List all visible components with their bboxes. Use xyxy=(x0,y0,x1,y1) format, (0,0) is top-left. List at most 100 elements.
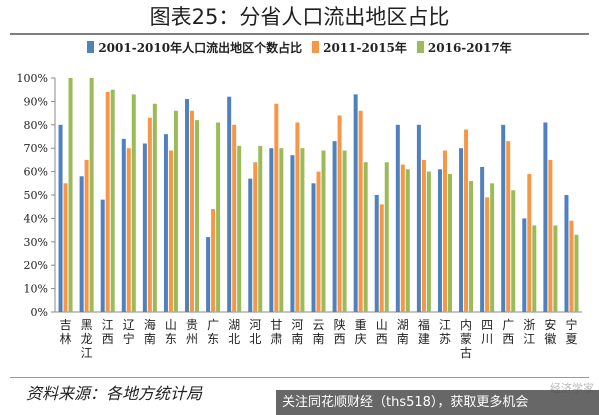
bar-series-1 xyxy=(459,148,464,312)
y-tick-label: 60% xyxy=(24,166,48,179)
bar-series-2 xyxy=(316,171,321,312)
x-category-label: 夏 xyxy=(565,332,577,346)
x-category-label: 陕 xyxy=(334,317,346,332)
bar-series-1 xyxy=(564,195,569,312)
bar-series-1 xyxy=(543,122,548,313)
y-tick-label: 100% xyxy=(17,72,48,85)
x-category-label: 西 xyxy=(102,332,114,346)
x-category-label: 西 xyxy=(334,332,346,346)
x-category-label: 浙 xyxy=(523,318,535,332)
x-category-label: 内 xyxy=(460,318,472,332)
x-category-label: 北 xyxy=(228,332,240,346)
bar-series-1 xyxy=(290,155,295,312)
bar-series-1 xyxy=(311,183,316,312)
x-category-label: 西 xyxy=(376,332,388,346)
x-category-label: 河 xyxy=(291,318,303,332)
bar-series-3 xyxy=(447,173,452,312)
x-category-label: 西 xyxy=(502,332,514,346)
bar-series-3 xyxy=(152,103,157,313)
bar-series-1 xyxy=(79,176,84,312)
bar-series-1 xyxy=(374,195,379,312)
bar-series-2 xyxy=(421,159,426,312)
bar-series-1 xyxy=(227,96,232,312)
x-category-label: 南 xyxy=(312,331,324,346)
x-category-label: 湖 xyxy=(228,317,240,332)
bar-series-1 xyxy=(163,134,168,312)
x-category-label: 黑 xyxy=(81,318,93,332)
bar-series-3 xyxy=(532,225,537,312)
promo-banner[interactable]: 关注同花顺财经（ths518），获取更多机会 xyxy=(276,390,599,415)
x-category-label: 徽 xyxy=(544,331,556,346)
x-category-label: 福 xyxy=(418,317,430,332)
x-category-label: 甘 xyxy=(270,318,282,332)
y-tick-label: 70% xyxy=(24,142,48,155)
bar-series-1 xyxy=(501,124,506,312)
x-category-label: 州 xyxy=(186,332,198,346)
legend-item-series-3: 2016-2017年 xyxy=(416,39,512,56)
y-tick-label: 30% xyxy=(24,236,48,249)
bar-series-3 xyxy=(342,150,347,312)
bar-series-2 xyxy=(485,197,490,312)
bar-series-1 xyxy=(437,169,442,312)
x-category-label: 南 xyxy=(144,331,156,346)
bar-series-3 xyxy=(469,180,474,312)
bar-series-3 xyxy=(405,169,410,312)
x-category-label: 云 xyxy=(312,318,324,332)
bar-series-2 xyxy=(379,204,384,312)
source-note: 资料来源：各地方统计局 xyxy=(26,384,203,403)
bar-series-3 xyxy=(574,234,579,312)
bar-series-2 xyxy=(274,103,279,313)
bar-series-3 xyxy=(426,171,431,312)
y-tick-label: 20% xyxy=(24,259,48,272)
x-category-label: 四 xyxy=(481,318,493,332)
bar-series-2 xyxy=(527,173,532,312)
bar-series-1 xyxy=(416,124,421,312)
x-category-label: 龙 xyxy=(81,332,93,346)
bar-series-3 xyxy=(110,89,115,312)
bar-series-2 xyxy=(337,115,342,312)
x-category-label: 山 xyxy=(376,318,388,332)
bar-series-1 xyxy=(121,138,126,312)
legend-item-series-2: 2011-2015年 xyxy=(312,39,407,56)
x-category-label: 林 xyxy=(60,332,72,346)
figure-title: 图表25：分省人口流出地区占比 xyxy=(149,5,450,29)
x-category-label: 东 xyxy=(165,332,177,346)
bar-series-2 xyxy=(548,159,553,312)
x-category-label: 江 xyxy=(102,318,114,332)
y-tick-label: 50% xyxy=(24,189,48,202)
x-category-label: 江 xyxy=(523,332,535,346)
bar-series-1 xyxy=(206,237,211,312)
x-category-label: 江 xyxy=(439,318,451,332)
x-category-label: 宁 xyxy=(123,331,135,346)
bar-series-3 xyxy=(300,148,305,312)
bar-series-3 xyxy=(321,150,326,312)
bar-series-1 xyxy=(269,148,274,312)
bar-series-1 xyxy=(58,124,63,312)
bar-series-2 xyxy=(464,129,469,312)
x-category-label: 吉 xyxy=(60,318,72,332)
x-category-label: 山 xyxy=(165,318,177,332)
bar-series-2 xyxy=(211,209,216,312)
bar-series-3 xyxy=(216,122,221,313)
bar-series-3 xyxy=(279,148,284,312)
bar-series-2 xyxy=(84,159,89,312)
bar-series-3 xyxy=(68,78,73,312)
bar-series-3 xyxy=(384,162,389,312)
bar-series-3 xyxy=(195,120,200,313)
bar-series-1 xyxy=(395,124,400,312)
x-category-label: 庆 xyxy=(355,332,367,346)
bar-series-1 xyxy=(353,94,358,312)
source-divider xyxy=(10,377,589,378)
x-category-label: 安 xyxy=(544,317,556,332)
legend-label-series-1: 2001-2010年人口流出地区个数占比 xyxy=(98,40,303,55)
bar-series-2 xyxy=(253,162,258,312)
x-category-label: 建 xyxy=(418,332,430,346)
chart-legend: 2001-2010年人口流出地区个数占比 2011-2015年 2016-201… xyxy=(0,38,599,56)
bar-series-3 xyxy=(258,145,263,312)
bar-series-1 xyxy=(142,143,147,312)
y-tick-label: 80% xyxy=(24,119,48,132)
bar-series-3 xyxy=(511,190,516,312)
x-category-label: 宁 xyxy=(565,317,577,332)
x-category-label: 东 xyxy=(207,332,219,346)
x-category-label: 湖 xyxy=(397,317,409,332)
